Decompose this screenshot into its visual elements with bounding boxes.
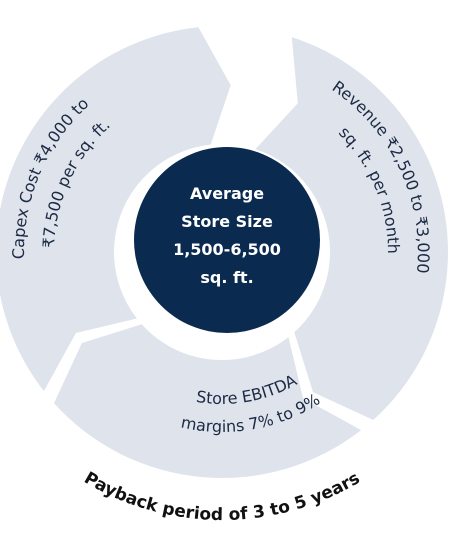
center-circle — [134, 147, 320, 333]
center-text: 1,500-6,500 — [173, 240, 281, 259]
cycle-segment — [255, 37, 448, 420]
cycle-segment — [0, 27, 231, 392]
center-text: Average — [190, 184, 264, 203]
cycle-segment — [54, 324, 362, 479]
center-text: Store Size — [181, 212, 273, 231]
center-text: sq. ft. — [200, 268, 253, 287]
